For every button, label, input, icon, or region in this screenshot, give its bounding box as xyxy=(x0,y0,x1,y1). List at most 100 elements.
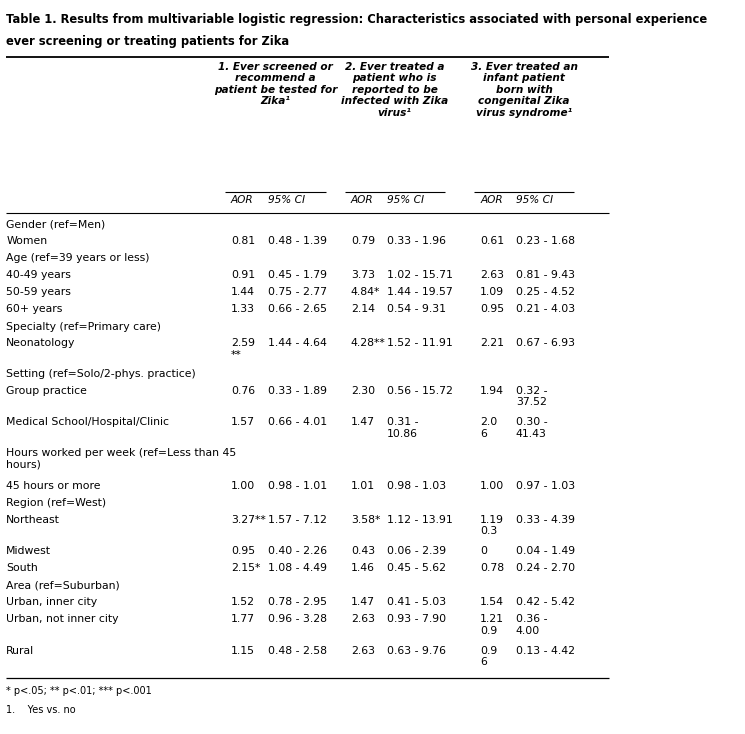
Text: 2.0
6: 2.0 6 xyxy=(480,417,498,438)
Text: 1.15: 1.15 xyxy=(231,646,255,655)
Text: 0.81: 0.81 xyxy=(231,236,255,246)
Text: 0.78: 0.78 xyxy=(480,563,504,573)
Text: 0.96 - 3.28: 0.96 - 3.28 xyxy=(267,614,327,625)
Text: * p<.05; ** p<.01; *** p<.001: * p<.05; ** p<.01; *** p<.001 xyxy=(6,686,152,696)
Text: 1.52 - 11.91: 1.52 - 11.91 xyxy=(387,338,452,348)
Text: 0.91: 0.91 xyxy=(231,269,255,280)
Text: Hours worked per week (ref=Less than 45
hours): Hours worked per week (ref=Less than 45 … xyxy=(6,448,236,470)
Text: 0.31 -
10.86: 0.31 - 10.86 xyxy=(387,417,418,438)
Text: 0.06 - 2.39: 0.06 - 2.39 xyxy=(387,546,446,556)
Text: 0.04 - 1.49: 0.04 - 1.49 xyxy=(516,546,575,556)
Text: 1.47: 1.47 xyxy=(351,597,375,607)
Text: 0.81 - 9.43: 0.81 - 9.43 xyxy=(516,269,575,280)
Text: 0.56 - 15.72: 0.56 - 15.72 xyxy=(387,386,452,396)
Text: AOR: AOR xyxy=(480,195,503,206)
Text: 0.54 - 9.31: 0.54 - 9.31 xyxy=(387,305,446,314)
Text: Age (ref=39 years or less): Age (ref=39 years or less) xyxy=(6,253,150,264)
Text: 0.67 - 6.93: 0.67 - 6.93 xyxy=(516,338,575,348)
Text: 0.66 - 2.65: 0.66 - 2.65 xyxy=(267,305,327,314)
Text: 1.44 - 19.57: 1.44 - 19.57 xyxy=(387,287,452,297)
Text: 0.21 - 4.03: 0.21 - 4.03 xyxy=(516,305,575,314)
Text: 0.98 - 1.01: 0.98 - 1.01 xyxy=(267,481,327,491)
Text: Neonatology: Neonatology xyxy=(6,338,75,348)
Text: 3. Ever treated an
infant patient
born with
congenital Zika
virus syndrome¹: 3. Ever treated an infant patient born w… xyxy=(471,62,577,118)
Text: Area (ref=Suburban): Area (ref=Suburban) xyxy=(6,581,120,591)
Text: 50-59 years: 50-59 years xyxy=(6,287,71,297)
Text: 95% CI: 95% CI xyxy=(516,195,553,206)
Text: Women: Women xyxy=(6,236,47,246)
Text: 4.84*: 4.84* xyxy=(351,287,380,297)
Text: 0.23 - 1.68: 0.23 - 1.68 xyxy=(516,236,575,246)
Text: 0.98 - 1.03: 0.98 - 1.03 xyxy=(387,481,446,491)
Text: 1.00: 1.00 xyxy=(231,481,255,491)
Text: 0.75 - 2.77: 0.75 - 2.77 xyxy=(267,287,327,297)
Text: Urban, not inner city: Urban, not inner city xyxy=(6,614,118,625)
Text: 0.33 - 1.96: 0.33 - 1.96 xyxy=(387,236,446,246)
Text: 0.33 - 4.39: 0.33 - 4.39 xyxy=(516,515,575,525)
Text: 1.57: 1.57 xyxy=(231,417,255,427)
Text: 0.45 - 1.79: 0.45 - 1.79 xyxy=(267,269,327,280)
Text: ever screening or treating patients for Zika: ever screening or treating patients for … xyxy=(6,35,289,48)
Text: 0.36 -
4.00: 0.36 - 4.00 xyxy=(516,614,548,636)
Text: 0.95: 0.95 xyxy=(231,546,255,556)
Text: 1.08 - 4.49: 1.08 - 4.49 xyxy=(267,563,327,573)
Text: 1.46: 1.46 xyxy=(351,563,375,573)
Text: Midwest: Midwest xyxy=(6,546,51,556)
Text: 2.21: 2.21 xyxy=(480,338,504,348)
Text: 0.43: 0.43 xyxy=(351,546,375,556)
Text: 0.41 - 5.03: 0.41 - 5.03 xyxy=(387,597,446,607)
Text: 0.93 - 7.90: 0.93 - 7.90 xyxy=(387,614,446,625)
Text: 1.    Yes vs. no: 1. Yes vs. no xyxy=(6,705,76,715)
Text: 2.63: 2.63 xyxy=(480,269,504,280)
Text: 0.76: 0.76 xyxy=(231,386,255,396)
Text: Specialty (ref=Primary care): Specialty (ref=Primary care) xyxy=(6,321,161,332)
Text: 0.9
6: 0.9 6 xyxy=(480,646,498,667)
Text: 0.24 - 2.70: 0.24 - 2.70 xyxy=(516,563,575,573)
Text: Setting (ref=Solo/2-phys. practice): Setting (ref=Solo/2-phys. practice) xyxy=(6,369,196,379)
Text: Urban, inner city: Urban, inner city xyxy=(6,597,98,607)
Text: 2.59
**: 2.59 ** xyxy=(231,338,255,360)
Text: 0.42 - 5.42: 0.42 - 5.42 xyxy=(516,597,575,607)
Text: 1.00: 1.00 xyxy=(480,481,504,491)
Text: 1.19
0.3: 1.19 0.3 xyxy=(480,515,504,537)
Text: South: South xyxy=(6,563,38,573)
Text: 0.40 - 2.26: 0.40 - 2.26 xyxy=(267,546,327,556)
Text: Gender (ref=Men): Gender (ref=Men) xyxy=(6,219,105,230)
Text: 2.63: 2.63 xyxy=(351,646,375,655)
Text: 0.95: 0.95 xyxy=(480,305,504,314)
Text: 0.13 - 4.42: 0.13 - 4.42 xyxy=(516,646,575,655)
Text: 0.78 - 2.95: 0.78 - 2.95 xyxy=(267,597,327,607)
Text: 0.33 - 1.89: 0.33 - 1.89 xyxy=(267,386,327,396)
Text: 1.02 - 15.71: 1.02 - 15.71 xyxy=(387,269,452,280)
Text: 0: 0 xyxy=(480,546,487,556)
Text: 45 hours or more: 45 hours or more xyxy=(6,481,101,491)
Text: 0.25 - 4.52: 0.25 - 4.52 xyxy=(516,287,575,297)
Text: 0.97 - 1.03: 0.97 - 1.03 xyxy=(516,481,575,491)
Text: 1.09: 1.09 xyxy=(480,287,504,297)
Text: 40-49 years: 40-49 years xyxy=(6,269,71,280)
Text: 1.94: 1.94 xyxy=(480,386,504,396)
Text: 0.32 -
37.52: 0.32 - 37.52 xyxy=(516,386,548,407)
Text: 2.63: 2.63 xyxy=(351,614,375,625)
Text: Rural: Rural xyxy=(6,646,34,655)
Text: Medical School/Hospital/Clinic: Medical School/Hospital/Clinic xyxy=(6,417,169,427)
Text: 1.21
0.9: 1.21 0.9 xyxy=(480,614,504,636)
Text: Northeast: Northeast xyxy=(6,515,60,525)
Text: 3.73: 3.73 xyxy=(351,269,375,280)
Text: Group practice: Group practice xyxy=(6,386,87,396)
Text: 1.01: 1.01 xyxy=(351,481,375,491)
Text: 0.61: 0.61 xyxy=(480,236,504,246)
Text: 1.33: 1.33 xyxy=(231,305,255,314)
Text: 1.47: 1.47 xyxy=(351,417,375,427)
Text: 2.30: 2.30 xyxy=(351,386,375,396)
Text: 1.54: 1.54 xyxy=(480,597,504,607)
Text: 1.57 - 7.12: 1.57 - 7.12 xyxy=(267,515,326,525)
Text: 4.28**: 4.28** xyxy=(351,338,386,348)
Text: 2. Ever treated a
patient who is
reported to be
infected with Zika
virus¹: 2. Ever treated a patient who is reporte… xyxy=(341,62,448,118)
Text: 2.14: 2.14 xyxy=(351,305,375,314)
Text: 0.30 -
41.43: 0.30 - 41.43 xyxy=(516,417,548,438)
Text: 0.63 - 9.76: 0.63 - 9.76 xyxy=(387,646,446,655)
Text: 1.52: 1.52 xyxy=(231,597,255,607)
Text: 1. Ever screened or
recommend a
patient be tested for
Zika¹: 1. Ever screened or recommend a patient … xyxy=(214,62,337,106)
Text: 0.48 - 1.39: 0.48 - 1.39 xyxy=(267,236,327,246)
